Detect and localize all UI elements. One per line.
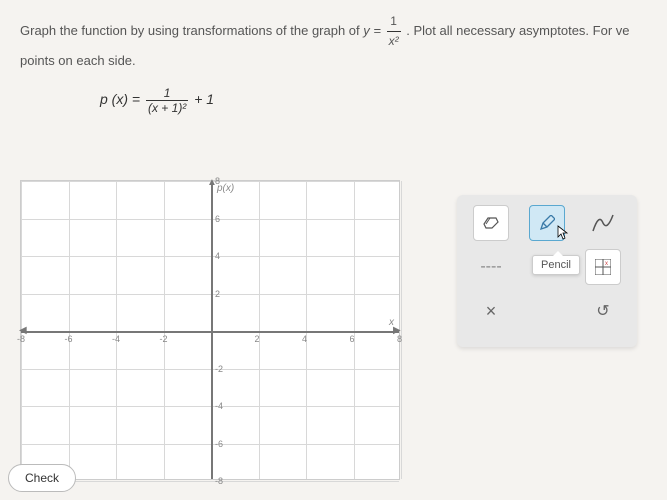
grid-button[interactable]: x <box>585 249 621 285</box>
pencil-button[interactable] <box>529 205 565 241</box>
base-num: 1 <box>387 12 401 32</box>
x-tick-label: 6 <box>350 334 355 344</box>
tooltip-text: Pencil <box>541 259 571 271</box>
check-label: Check <box>25 471 59 485</box>
y-tick-label: -6 <box>215 439 223 449</box>
y-tick-label: -4 <box>215 401 223 411</box>
y-tick-label: 2 <box>215 289 220 299</box>
y-tick-label: 4 <box>215 251 220 261</box>
eraser-button[interactable] <box>473 205 509 241</box>
formula-fraction: 1 (x + 1)² <box>146 86 188 115</box>
dash-tool[interactable]: ---- <box>473 249 509 285</box>
reset-button[interactable]: ↺ <box>585 293 621 329</box>
formula-den: (x + 1)² <box>146 101 188 115</box>
y-tick-label: -8 <box>215 476 223 486</box>
base-fraction: 1 x² <box>387 12 401 51</box>
curve-button[interactable] <box>585 205 621 241</box>
x-tick-label: 4 <box>302 334 307 344</box>
svg-text:x: x <box>605 261 608 267</box>
pencil-tooltip: Pencil <box>532 255 580 275</box>
formula-lhs: p (x) = <box>100 91 140 107</box>
x-tick-label: -6 <box>65 334 73 344</box>
instruction-text: Graph the function by using transformati… <box>0 0 667 76</box>
check-button[interactable]: Check <box>8 464 76 492</box>
y-axis-label: p(x) <box>217 183 234 194</box>
instruction-part1: Graph the function by using transformati… <box>20 23 363 38</box>
base-eq-lhs: y = <box>363 23 381 38</box>
function-formula: p (x) = 1 (x + 1)² + 1 <box>100 86 667 115</box>
x-tick-label: 2 <box>255 334 260 344</box>
formula-tail: + 1 <box>194 91 214 107</box>
x-tick-label: -2 <box>160 334 168 344</box>
x-tick-label: -4 <box>112 334 120 344</box>
close-button[interactable]: × <box>473 293 509 329</box>
drawing-toolbar: ---- x × ↺ Pencil <box>457 195 637 347</box>
base-den: x² <box>387 32 401 51</box>
graph-canvas[interactable]: -8-6-4-22468-8-6-4-22468p(x)x▲▶◀ <box>20 180 400 480</box>
dash-label: ---- <box>480 258 501 276</box>
y-tick-label: 6 <box>215 214 220 224</box>
reset-icon: ↺ <box>596 301 609 321</box>
instruction-part2: . Plot all necessary asymptotes. For ve <box>406 23 629 38</box>
y-tick-label: -2 <box>215 364 223 374</box>
close-icon: × <box>486 301 497 322</box>
instruction-part3: points on each side. <box>20 53 136 68</box>
formula-num: 1 <box>146 86 188 101</box>
